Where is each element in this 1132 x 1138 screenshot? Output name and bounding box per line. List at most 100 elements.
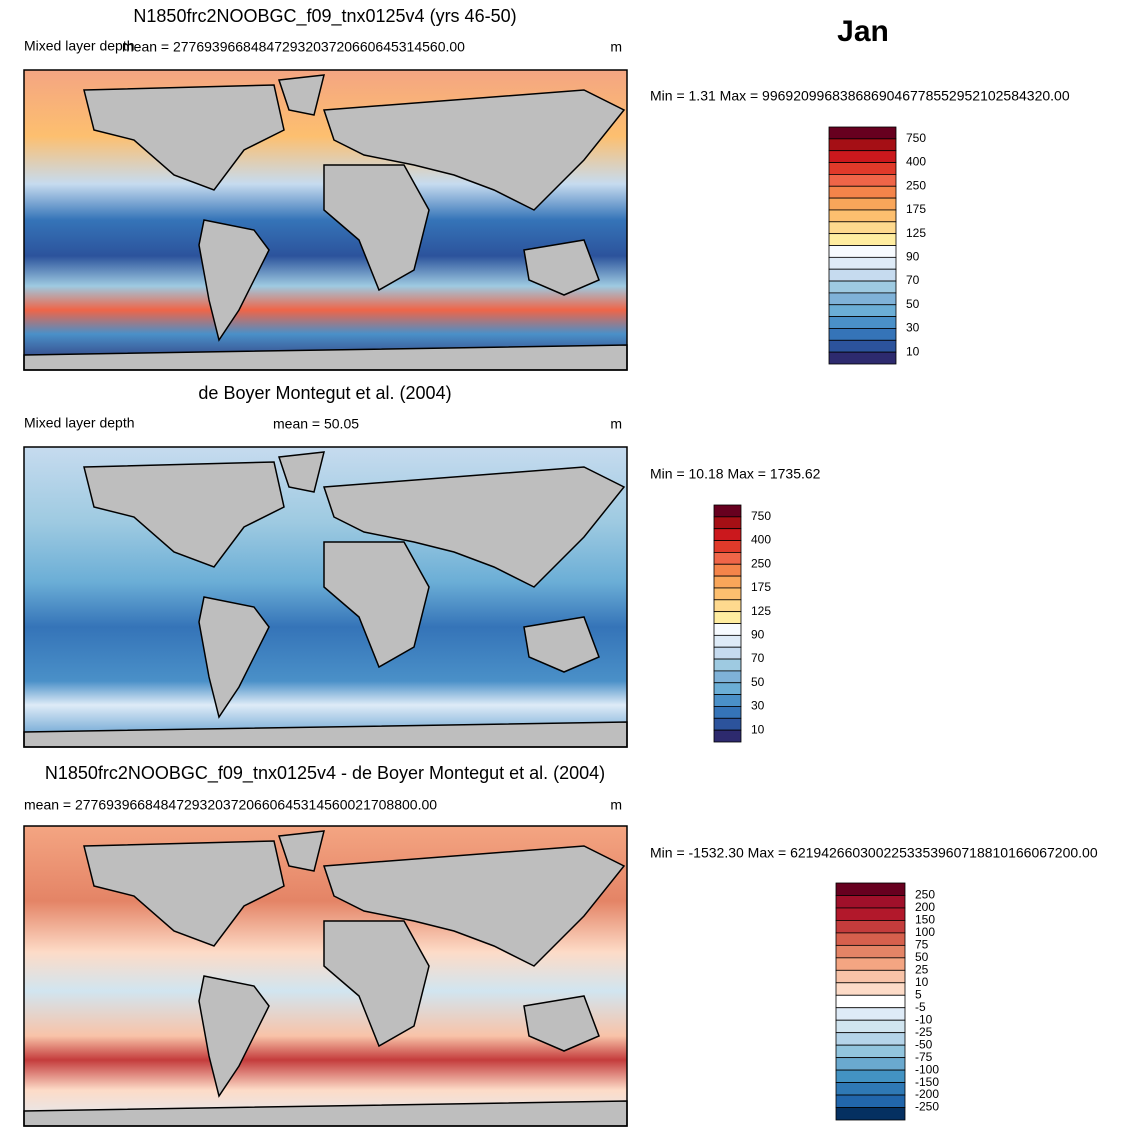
colorbar-box (713, 646, 742, 660)
colorbar-label: 90 (751, 628, 765, 642)
colorbar-box (828, 150, 897, 163)
colorbar-box (713, 623, 742, 636)
colorbar-box (828, 233, 897, 246)
colorbar-box (828, 292, 897, 306)
colorbar-label: -200 (915, 1087, 939, 1101)
panel-units: m (610, 416, 622, 432)
colorbar-label: 50 (906, 297, 920, 311)
colorbar-label: -250 (915, 1100, 939, 1114)
panel-mean: mean = 277693966848472932037206606453145… (122, 39, 465, 55)
colorbar-box (835, 1082, 906, 1096)
colorbar-box (828, 221, 897, 235)
panel-units: m (610, 797, 622, 813)
colorbar-box (713, 694, 742, 707)
panel-units: m (610, 39, 622, 55)
colorbar-box (828, 280, 897, 294)
colorbar-box (713, 528, 742, 541)
colorbar-box (835, 882, 906, 896)
colorbar-box (713, 717, 742, 731)
colorbar-box (828, 197, 897, 211)
colorbar-box (828, 256, 897, 270)
colorbar-box (713, 729, 742, 743)
colorbar-label: 250 (915, 888, 935, 902)
colorbar-label: -25 (915, 1025, 933, 1039)
colorbar-box (835, 932, 906, 946)
colorbar-label: 750 (906, 131, 926, 145)
colorbar-label: 750 (751, 509, 771, 523)
colorbar-label: 100 (915, 925, 935, 939)
panel-minmax: Min = 10.18 Max = 1735.62 (650, 466, 821, 482)
map (23, 446, 628, 748)
colorbar-box (713, 706, 742, 719)
colorbar-label: 250 (906, 178, 926, 192)
panel-title: N1850frc2NOOBGC_f09_tnx0125v4 - de Boyer… (45, 763, 605, 784)
colorbar-box (835, 957, 906, 971)
colorbar-box (835, 1019, 906, 1034)
colorbar-box (713, 682, 742, 696)
colorbar-label: 75 (915, 938, 929, 952)
colorbar-label: 400 (906, 155, 926, 169)
colorbar-label: 25 (915, 962, 929, 976)
colorbar-box (713, 504, 742, 518)
colorbar-box (828, 245, 897, 258)
colorbar-box (828, 209, 897, 223)
colorbar-box (713, 552, 742, 565)
colorbar-box (835, 982, 906, 996)
colorbar-label: 400 (751, 533, 771, 547)
map (23, 69, 628, 371)
colorbar-box (835, 1107, 906, 1121)
panel-minmax: Min = -1532.30 Max = 6219426603002253353… (650, 845, 1098, 861)
colorbar-label: 30 (906, 321, 920, 335)
map (23, 825, 628, 1127)
panel-left-label: Mixed layer depth (24, 415, 135, 431)
colorbar-label: 10 (915, 975, 929, 989)
colorbar-label: 90 (906, 250, 920, 264)
colorbar-box (713, 611, 742, 624)
colorbar-box (835, 969, 906, 984)
colorbar-label: 175 (751, 580, 771, 594)
colorbar-box (713, 516, 742, 530)
colorbar-label: 30 (751, 699, 765, 713)
panel-mean: mean = 277693966848472932037206606453145… (24, 797, 437, 813)
colorbar-label: 70 (751, 651, 765, 665)
colorbar-box (713, 634, 742, 648)
colorbar-box (835, 944, 906, 959)
colorbar-box (713, 575, 742, 589)
colorbar-label: 50 (915, 950, 929, 964)
map-frame (23, 446, 628, 748)
colorbar-label: -75 (915, 1050, 933, 1064)
colorbar-box (835, 920, 906, 934)
colorbar-box (835, 1044, 906, 1059)
panel-mean: mean = 50.05 (273, 416, 359, 432)
map-frame (23, 825, 628, 1127)
figure-title: Jan (837, 15, 889, 48)
colorbar-box (828, 351, 897, 365)
map-frame (23, 69, 628, 371)
panel-left-label: Mixed layer depth (24, 38, 135, 54)
colorbar-box (828, 138, 897, 152)
colorbar-label: -150 (915, 1075, 939, 1089)
colorbar-box (713, 658, 742, 672)
colorbar-box (713, 670, 742, 684)
colorbar-label: 70 (906, 273, 920, 287)
colorbar-label: 10 (751, 722, 765, 736)
panel-minmax: Min = 1.31 Max = 99692099683868690467785… (650, 88, 1070, 104)
colorbar-box (835, 1069, 906, 1083)
colorbar-label: -100 (915, 1062, 939, 1076)
colorbar-box (828, 126, 897, 140)
colorbar-label: 50 (751, 675, 765, 689)
panel-title: N1850frc2NOOBGC_f09_tnx0125v4 (yrs 46-50… (133, 6, 516, 27)
colorbar-label: 250 (751, 556, 771, 570)
colorbar-label: 150 (915, 913, 935, 927)
colorbar-label: 10 (906, 344, 920, 358)
colorbar-box (713, 563, 742, 577)
colorbar-box (828, 328, 897, 341)
colorbar-box (828, 268, 897, 282)
colorbar-box (713, 587, 742, 601)
colorbar-box (828, 304, 897, 318)
colorbar-box (828, 185, 897, 199)
colorbar-box (828, 173, 897, 187)
colorbar-box (713, 540, 742, 553)
colorbar-label: 125 (751, 604, 771, 618)
